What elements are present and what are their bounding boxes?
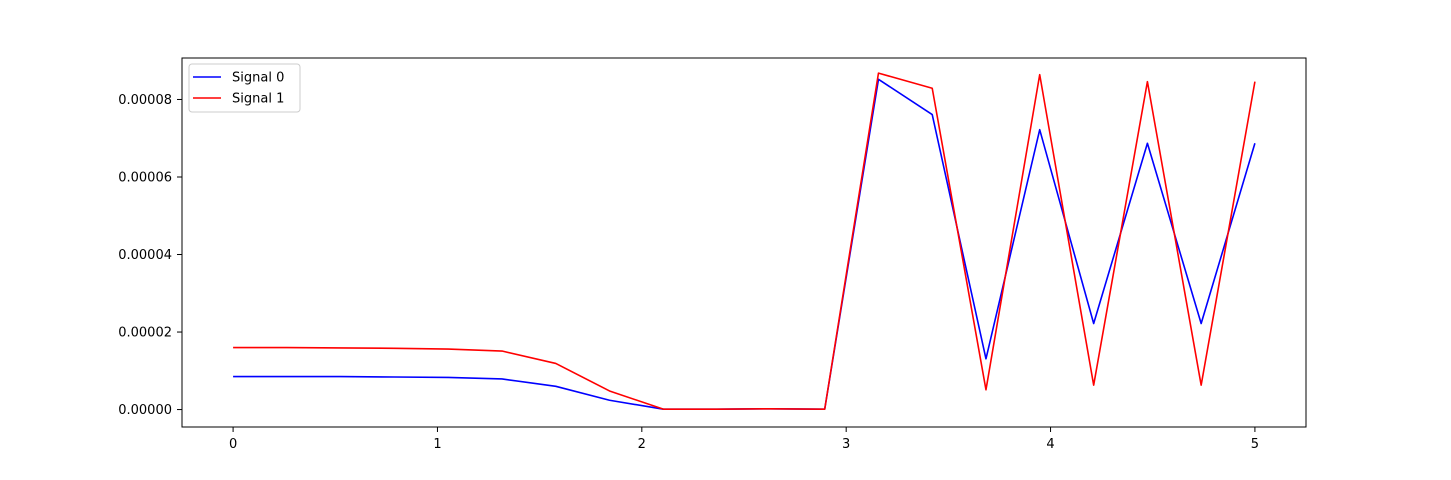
x-tick-label: 3: [842, 437, 850, 452]
x-tick-label: 4: [1046, 437, 1054, 452]
series-layer: [233, 72, 1256, 410]
x-tick-label: 5: [1251, 437, 1259, 452]
legend-label-1: Signal 1: [232, 92, 284, 107]
y-axis: 0.00000 0.00002 0.00004 0.00006 0.00008: [118, 93, 182, 418]
legend: Signal 0 Signal 1: [188, 63, 301, 113]
y-tick-label: 0.00006: [118, 170, 172, 185]
series-line-1: [233, 72, 1256, 410]
y-tick-label: 0.00000: [118, 403, 172, 418]
x-tick-label: 0: [229, 437, 237, 452]
y-tick-label: 0.00002: [118, 326, 172, 341]
x-axis: 0 1 2 3 4 5: [229, 427, 1259, 452]
y-tick-label: 0.00008: [118, 93, 172, 108]
plot-frame: [181, 57, 1307, 428]
x-tick-label: 2: [638, 437, 646, 452]
legend-box: [188, 63, 301, 113]
legend-label-0: Signal 0: [232, 71, 284, 86]
x-tick-label: 1: [433, 437, 441, 452]
y-tick-label: 0.00004: [118, 248, 172, 263]
